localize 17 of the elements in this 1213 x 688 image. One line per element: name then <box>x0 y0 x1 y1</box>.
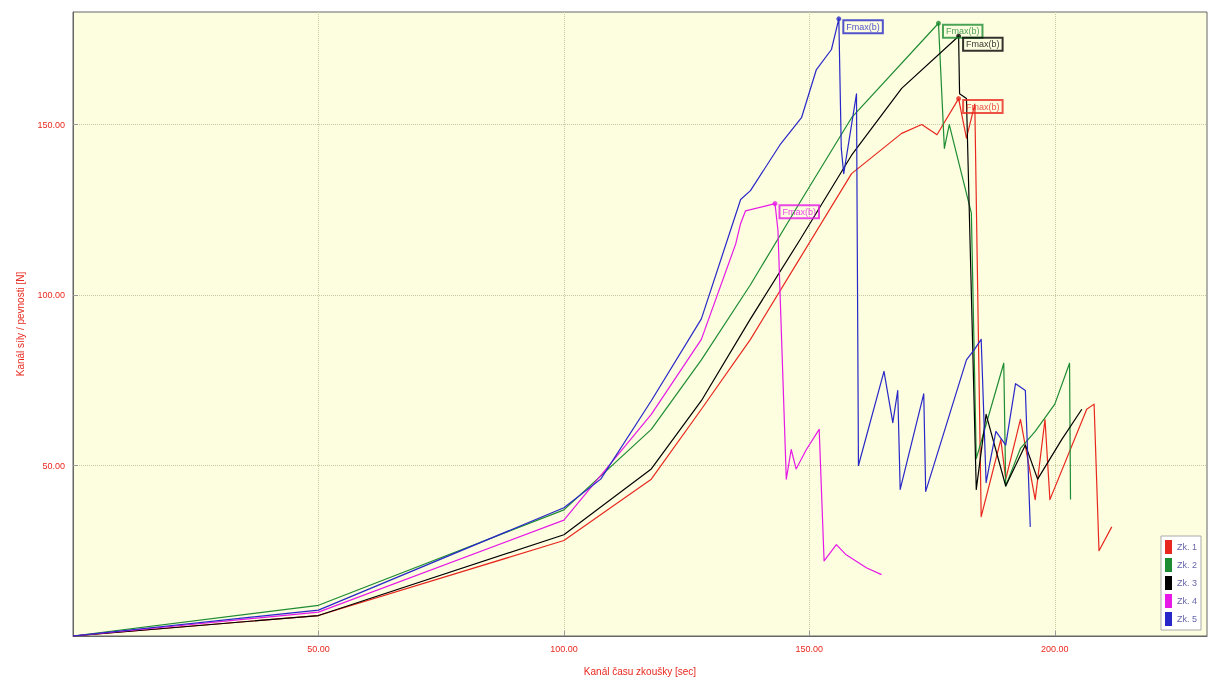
annotation: Fmax(b) <box>846 21 880 32</box>
legend-label: Zk. 2 <box>1177 560 1198 570</box>
y-tick-label: 100.00 <box>37 290 65 301</box>
y-axis-title: Kanál síly / pevnosti [N] <box>14 271 26 377</box>
annotation: Fmax(b) <box>966 39 1000 50</box>
y-tick-label: 150.00 <box>37 119 65 130</box>
x-tick-label: 200.00 <box>1041 643 1069 654</box>
annotation: Fmax(b) <box>945 26 980 37</box>
legend-label: Zk. 3 <box>1177 578 1198 588</box>
x-axis-title: Kanál času zkoušky [sec] <box>583 665 697 677</box>
x-tick-label: 50.00 <box>307 643 330 654</box>
x-tick-label: 100.00 <box>550 643 578 654</box>
y-tick-label: 50.00 <box>42 460 65 471</box>
legend-label: Zk. 4 <box>1177 596 1198 606</box>
legend-label: Zk. 5 <box>1177 614 1198 624</box>
x-tick-label: 150.00 <box>795 643 824 654</box>
legend-label: Zk. 1 <box>1177 542 1198 552</box>
